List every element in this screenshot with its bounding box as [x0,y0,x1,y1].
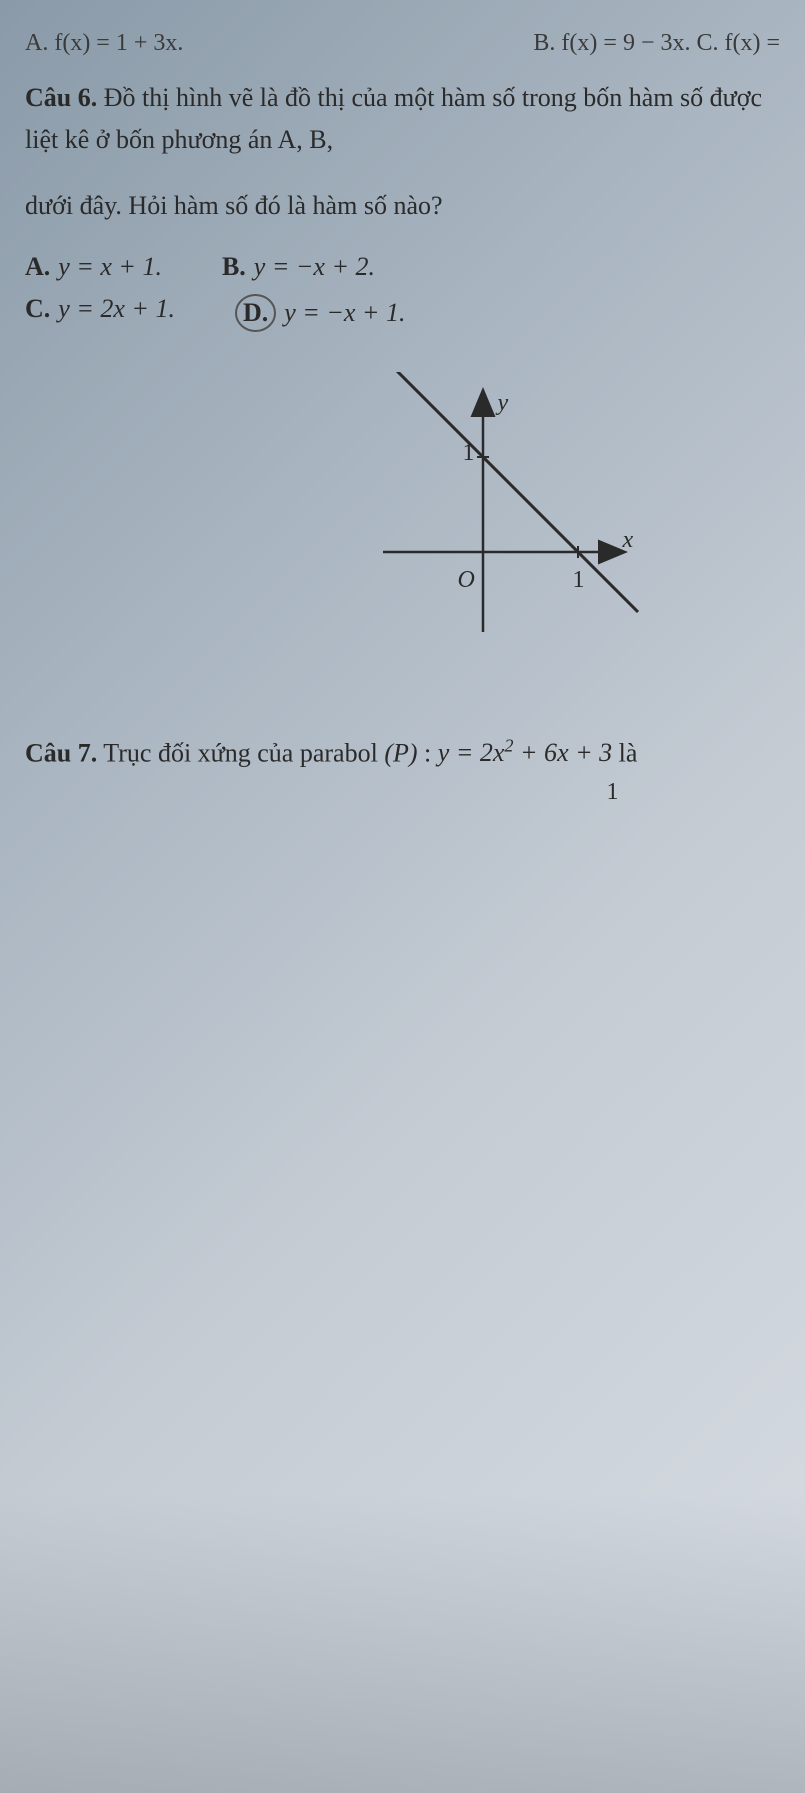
q7-frac-bottom: 1 [607,779,619,805]
y-axis-label: y [498,390,509,417]
graph-container: y x O 1 1 [25,372,780,652]
q7-paren: (P) [384,738,417,767]
q7-label: Câu 7. [25,738,97,767]
option-c-expr: y = 2x + 1. [58,294,175,324]
option-d-expr: y = −x + 1. [284,298,405,328]
question-6: Câu 6. Đồ thị hình vẽ là đồ thị của một … [25,77,780,332]
partial-left: A. f(x) = 1 + 3x. [25,30,183,57]
option-b-expr: y = −x + 2. [254,252,375,282]
q6-text: Câu 6. Đồ thị hình vẽ là đồ thị của một … [25,77,780,160]
origin-label: O [458,567,475,594]
option-b-label: B. [222,252,246,282]
q7-body: Trục đối xứng của parabol [103,738,378,767]
option-d: D. y = −x + 1. [235,294,406,332]
partial-right: B. f(x) = 9 − 3x. C. f(x) = [533,30,780,57]
bottom-shadow [0,1493,805,1793]
option-a: A. y = x + 1. [25,252,162,282]
option-b: B. y = −x + 2. [222,252,375,282]
q7-colon: : [424,738,431,767]
x-axis-label: x [623,527,634,554]
q7-fraction-hint: 1 [445,779,780,806]
question-7: Câu 7. Trục đối xứng của parabol (P) : y… [25,732,780,806]
q6-label: Câu 6. [25,83,97,112]
q7-text: Câu 7. Trục đối xứng của parabol (P) : y… [25,732,780,774]
options-row-2: C. y = 2x + 1. D. y = −x + 1. [25,294,780,332]
option-a-expr: y = x + 1. [58,252,162,282]
coordinate-graph: y x O 1 1 [363,372,643,652]
options-row-1: A. y = x + 1. B. y = −x + 2. [25,252,780,282]
option-d-label: D. [235,294,276,332]
plot-line [388,372,638,612]
partial-top-row: A. f(x) = 1 + 3x. B. f(x) = 9 − 3x. C. f… [25,30,780,57]
q6-line2: dưới đây. Hỏi hàm số đó là hàm số nào? [25,185,780,227]
option-c: C. y = 2x + 1. [25,294,175,332]
q7-suffix: là [619,738,638,767]
y-tick-1-label: 1 [463,440,475,467]
option-a-label: A. [25,252,50,282]
x-tick-1-label: 1 [573,567,585,594]
option-c-label: C. [25,294,50,324]
q6-line1: Đồ thị hình vẽ là đồ thị của một hàm số … [25,83,762,154]
q7-equation: y = 2x2 + 6x + 3 [438,738,619,767]
